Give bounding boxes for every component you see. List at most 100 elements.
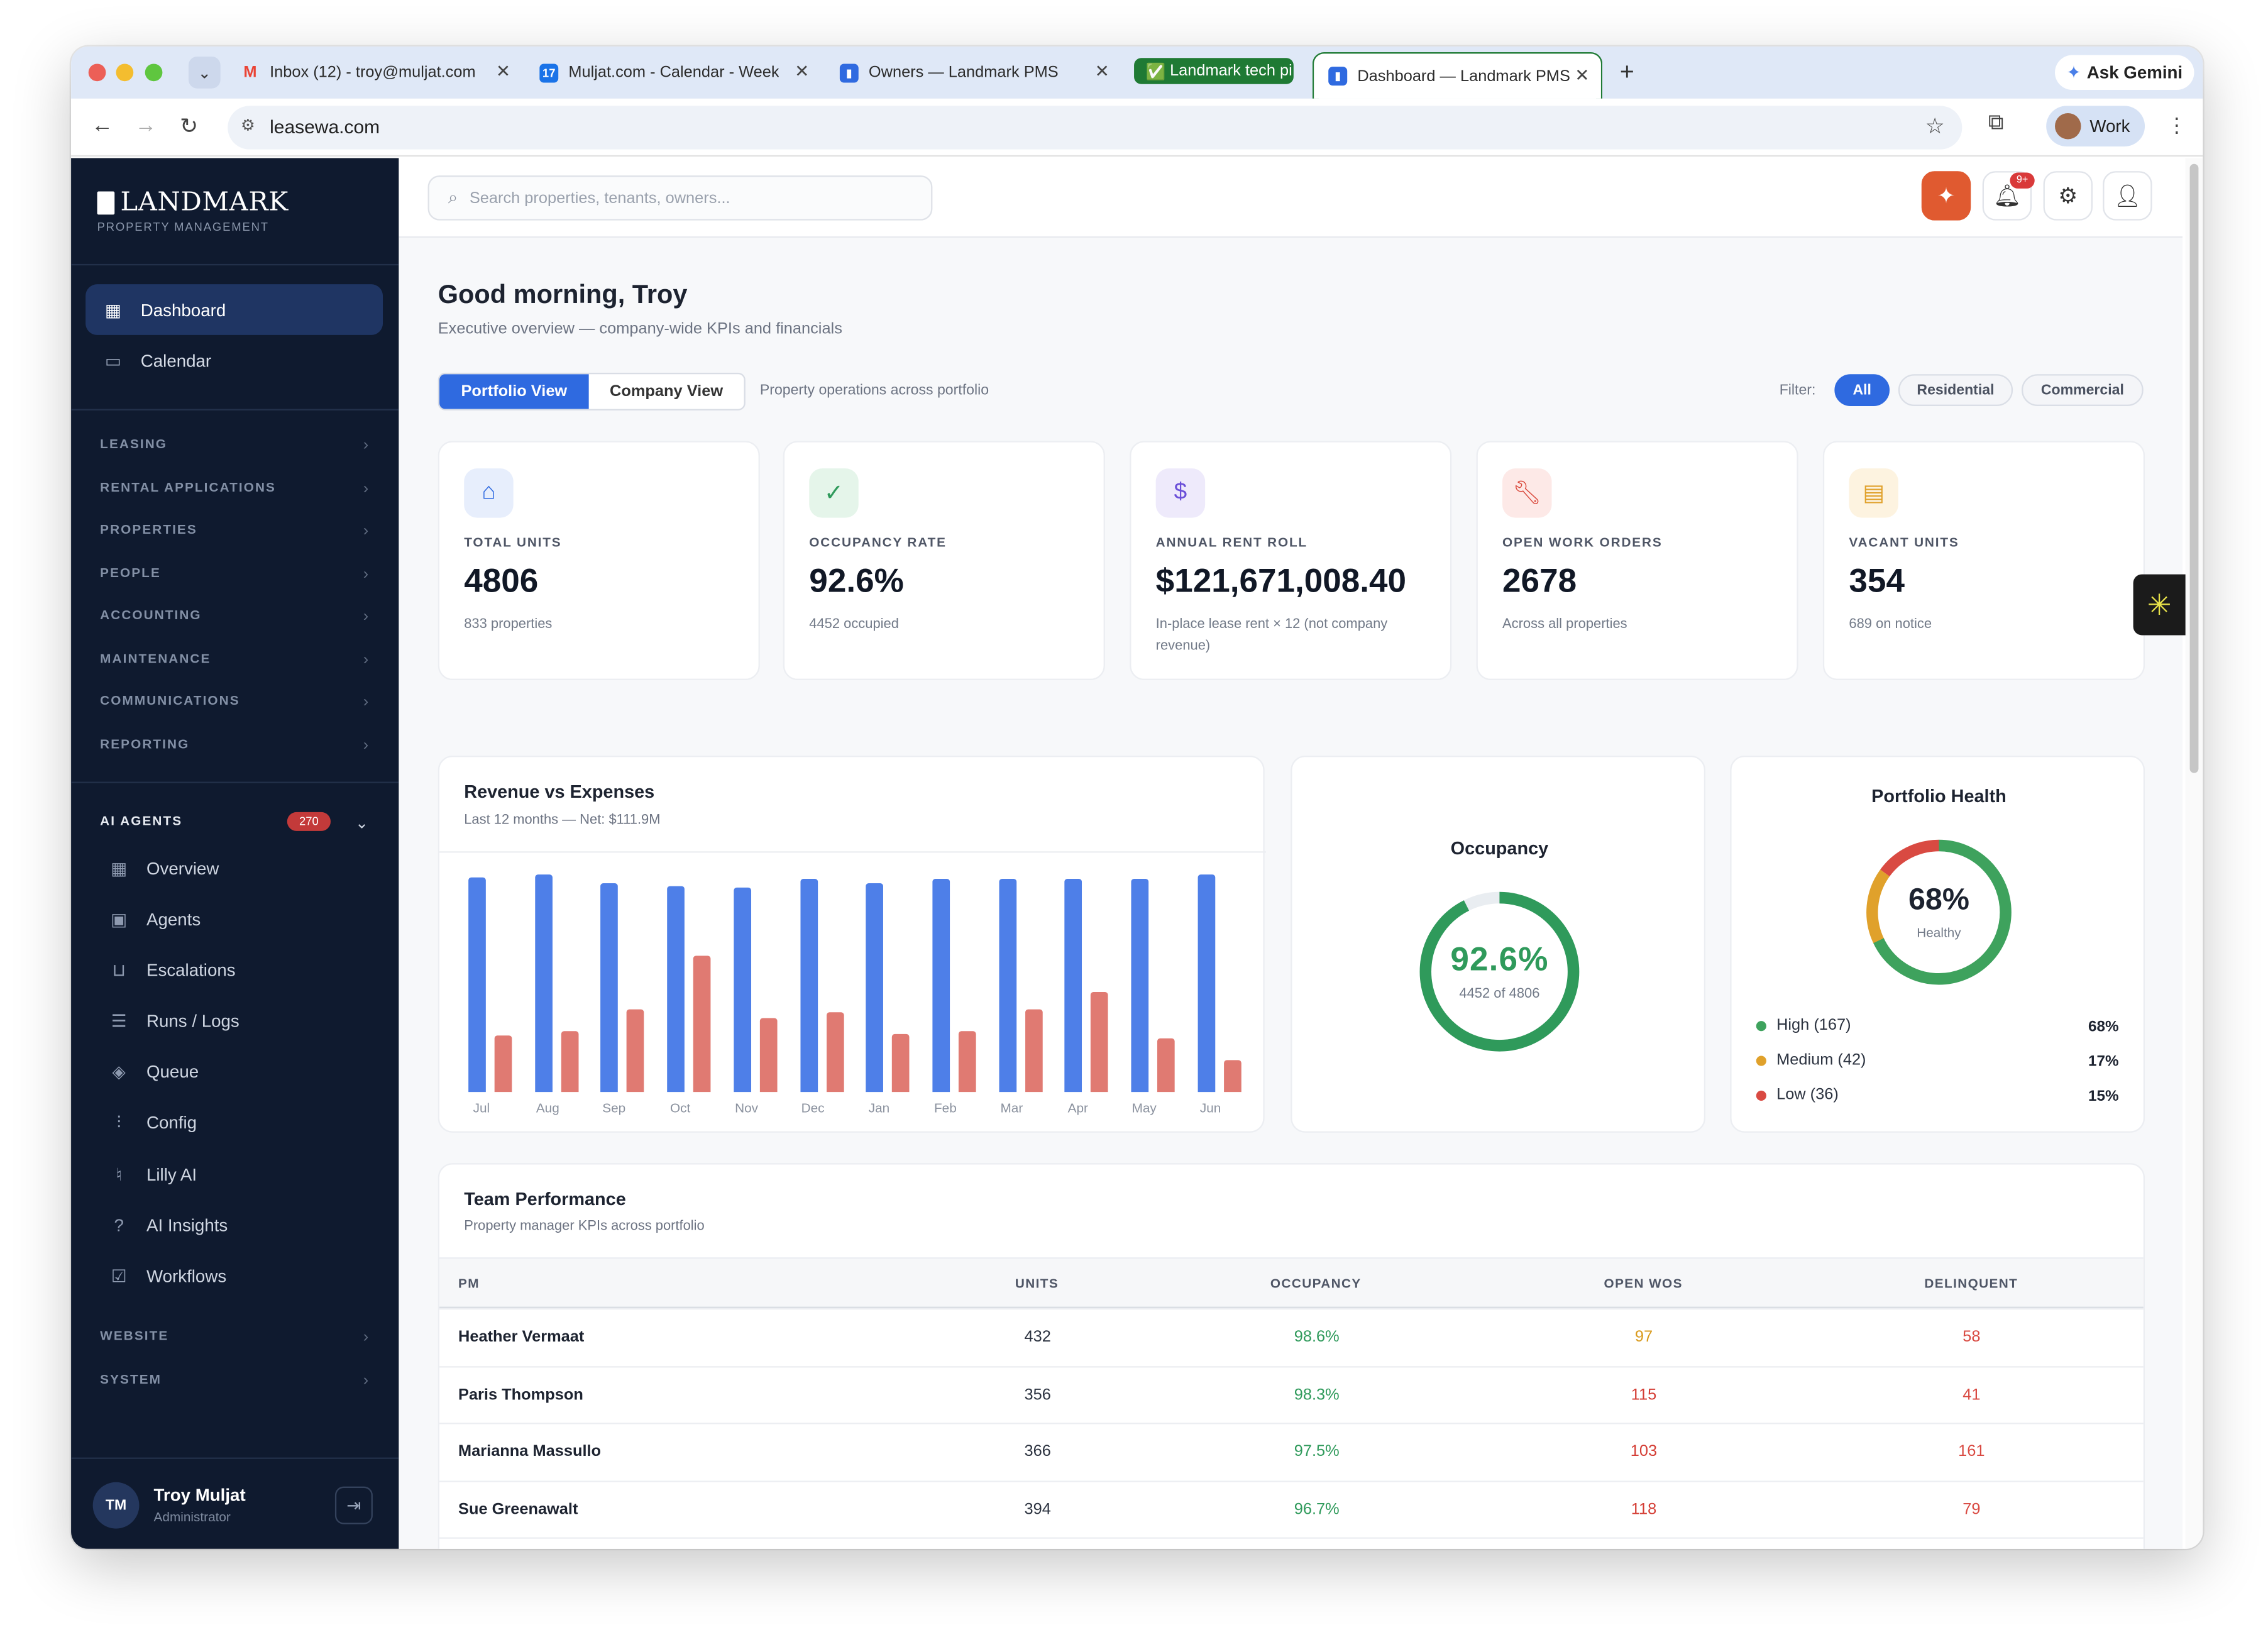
sidebar-section-ai-agents[interactable]: AI AGENTS ⌄ bbox=[100, 813, 370, 832]
revenue-bar[interactable] bbox=[1131, 879, 1149, 1093]
expense-bar[interactable] bbox=[1223, 1059, 1241, 1093]
expense-bar[interactable] bbox=[494, 1035, 512, 1093]
revenue-bar[interactable] bbox=[534, 874, 553, 1093]
sidebar-section-website[interactable]: WEBSITE › bbox=[100, 1328, 370, 1346]
table-row[interactable]: Carmela Cruz44796.4%13927 bbox=[439, 1538, 2144, 1549]
extensions-icon[interactable]: ⧉ bbox=[1988, 110, 2004, 135]
column-header-pm[interactable]: PM bbox=[458, 1276, 480, 1291]
sidebar-item-dashboard[interactable]: ▦ Dashboard bbox=[85, 284, 383, 335]
avatar[interactable]: TM bbox=[92, 1482, 140, 1529]
close-icon[interactable]: ✕ bbox=[1094, 60, 1109, 82]
site-settings-icon[interactable]: ⚙ bbox=[240, 117, 255, 135]
sidebar-section-system[interactable]: SYSTEM › bbox=[100, 1372, 370, 1389]
revenue-bar[interactable] bbox=[932, 879, 950, 1093]
sidebar-section-rental-applications[interactable]: RENTAL APPLICATIONS › bbox=[100, 480, 370, 498]
minimize-window-button[interactable] bbox=[116, 63, 134, 82]
search-input[interactable]: ⌕ Search properties, tenants, owners... bbox=[427, 175, 933, 221]
expense-bar[interactable] bbox=[561, 1031, 578, 1093]
portfolio-view-button[interactable]: Portfolio View bbox=[439, 374, 589, 409]
sidebar-item-calendar[interactable]: ▭ Calendar bbox=[85, 335, 383, 386]
table-row[interactable]: Paris Thompson 356 98.3% 115 41 bbox=[439, 1365, 2144, 1423]
sidebar-section-properties[interactable]: PROPERTIES › bbox=[100, 522, 370, 540]
kpi-card-vacant-units[interactable]: ▤ VACANT UNITS 354 689 on notice bbox=[1822, 441, 2145, 680]
close-icon[interactable]: ✕ bbox=[495, 60, 511, 82]
close-window-button[interactable] bbox=[88, 63, 106, 82]
tab-calendar[interactable]: 17 Muljat.com - Calendar - Week ✕ bbox=[539, 55, 809, 90]
expense-bar[interactable] bbox=[825, 1011, 844, 1093]
revenue-bar[interactable] bbox=[600, 883, 619, 1093]
sidebar-item-overview[interactable]: ▦ Overview bbox=[109, 847, 384, 890]
ai-assistant-button[interactable]: ✦ bbox=[1921, 171, 1971, 221]
column-header-open-wos[interactable]: OPEN WOS bbox=[1604, 1276, 1683, 1291]
floating-widget-button[interactable]: ✳ bbox=[2133, 574, 2186, 636]
filter-all-button[interactable]: All bbox=[1834, 374, 1890, 406]
sidebar-section-leasing[interactable]: LEASING › bbox=[100, 436, 370, 454]
settings-button[interactable]: ⚙ bbox=[2043, 171, 2093, 221]
tab-gmail[interactable]: M Inbox (12) - troy@muljat.com ✕ bbox=[241, 55, 510, 90]
bookmark-star-icon[interactable]: ☆ bbox=[1925, 114, 1945, 140]
column-header-units[interactable]: UNITS bbox=[1015, 1276, 1059, 1291]
revenue-bar[interactable] bbox=[468, 876, 486, 1093]
revenue-bar[interactable] bbox=[667, 885, 685, 1093]
sidebar-section-maintenance[interactable]: MAINTENANCE › bbox=[100, 651, 370, 669]
column-header-occupancy[interactable]: OCCUPANCY bbox=[1270, 1276, 1362, 1291]
column-header-delinquent[interactable]: DELINQUENT bbox=[1924, 1276, 2018, 1291]
menu-kebab-icon[interactable]: ⋮ bbox=[2166, 113, 2187, 136]
expense-bar[interactable] bbox=[759, 1018, 778, 1093]
close-icon[interactable]: ✕ bbox=[795, 60, 810, 82]
sidebar-section-reporting[interactable]: REPORTING › bbox=[100, 737, 370, 754]
revenue-bar[interactable] bbox=[1197, 874, 1215, 1093]
tab-search-button[interactable]: ⌄ bbox=[188, 56, 221, 89]
tab-group-landmark-tech[interactable]: ✅ Landmark tech pi bbox=[1134, 58, 1294, 84]
sidebar-section-accounting[interactable]: ACCOUNTING › bbox=[100, 608, 370, 625]
expense-bar[interactable] bbox=[892, 1033, 910, 1093]
company-view-button[interactable]: Company View bbox=[610, 383, 724, 400]
kpi-card-occupancy-rate[interactable]: ✓ OCCUPANCY RATE 92.6% 4452 occupied bbox=[783, 441, 1105, 680]
expense-bar[interactable] bbox=[1157, 1037, 1175, 1093]
revenue-bar[interactable] bbox=[733, 887, 751, 1093]
sidebar-section-communications[interactable]: COMMUNICATIONS › bbox=[100, 693, 370, 711]
tab-owners[interactable]: ▮ Owners — Landmark PMS ✕ bbox=[839, 55, 1109, 90]
profile-button[interactable]: Work bbox=[2046, 106, 2145, 147]
expense-bar[interactable] bbox=[627, 1009, 645, 1093]
back-button[interactable]: ← bbox=[91, 113, 113, 138]
revenue-bar[interactable] bbox=[998, 879, 1016, 1093]
revenue-bar[interactable] bbox=[1065, 879, 1082, 1093]
kpi-card-open-work-orders[interactable]: 🔧︎ OPEN WORK ORDERS 2678 Across all prop… bbox=[1476, 441, 1798, 680]
ask-gemini-button[interactable]: ✦ Ask Gemini bbox=[2055, 55, 2194, 91]
sidebar-item-workflows[interactable]: ☑ Workflows bbox=[109, 1255, 384, 1298]
table-row[interactable]: Sue Greenawalt 394 96.7% 118 79 bbox=[439, 1480, 2144, 1538]
maximize-window-button[interactable] bbox=[145, 63, 163, 82]
filter-commercial-button[interactable]: Commercial bbox=[2021, 374, 2144, 406]
expense-bar[interactable] bbox=[1091, 991, 1109, 1093]
sidebar-item-lilly-ai[interactable]: ♮ Lilly AI bbox=[109, 1153, 384, 1196]
sidebar-item-escalations[interactable]: ⊔ Escalations bbox=[109, 949, 384, 992]
kpi-card-annual-rent-roll[interactable]: $ ANNUAL RENT ROLL $121,671,008.40 In-pl… bbox=[1130, 441, 1452, 680]
tab-dashboard[interactable]: ▮ Dashboard — Landmark PMS ✕ bbox=[1312, 52, 1603, 99]
sidebar-item-agents[interactable]: ▣ Agents bbox=[109, 898, 384, 941]
revenue-bar[interactable] bbox=[800, 879, 817, 1093]
filter-residential-button[interactable]: Residential bbox=[1898, 374, 2013, 406]
table-row[interactable]: Heather Vermaat 432 98.6% 97 58 bbox=[439, 1308, 2144, 1366]
revenue-bar[interactable] bbox=[866, 883, 884, 1093]
reload-button[interactable]: ↻ bbox=[180, 114, 199, 140]
omnibox[interactable]: ⚙ leasewa.com ☆ bbox=[228, 106, 1962, 150]
table-row[interactable]: Marianna Massullo 366 97.5% 103 161 bbox=[439, 1423, 2144, 1481]
sidebar-item-runs-logs[interactable]: ☰ Runs / Logs bbox=[109, 1000, 384, 1043]
account-button[interactable]: 👤︎ bbox=[2103, 171, 2152, 221]
expense-bar[interactable] bbox=[693, 955, 711, 1093]
new-tab-button[interactable]: + bbox=[1619, 58, 1634, 86]
scrollbar-thumb[interactable] bbox=[2189, 163, 2199, 773]
sidebar-item-ai-insights[interactable]: ? AI Insights bbox=[109, 1204, 384, 1247]
expense-bar[interactable] bbox=[958, 1031, 976, 1093]
close-icon[interactable]: ✕ bbox=[1575, 65, 1590, 86]
expense-bar[interactable] bbox=[1025, 1009, 1042, 1093]
sidebar-item-config[interactable]: ⫶ Config bbox=[109, 1101, 384, 1144]
kpi-card-total-units[interactable]: ⌂ TOTAL UNITS 4806 833 properties bbox=[438, 441, 760, 680]
forward-button[interactable]: → bbox=[135, 113, 157, 138]
sidebar-item-queue[interactable]: ◈ Queue bbox=[109, 1050, 384, 1093]
sidebar-section-people[interactable]: PEOPLE › bbox=[100, 566, 370, 583]
logout-button[interactable]: ⇥ bbox=[334, 1486, 373, 1524]
logo[interactable]: LANDMARK bbox=[97, 187, 289, 218]
page-scrollbar[interactable] bbox=[2185, 158, 2203, 1549]
